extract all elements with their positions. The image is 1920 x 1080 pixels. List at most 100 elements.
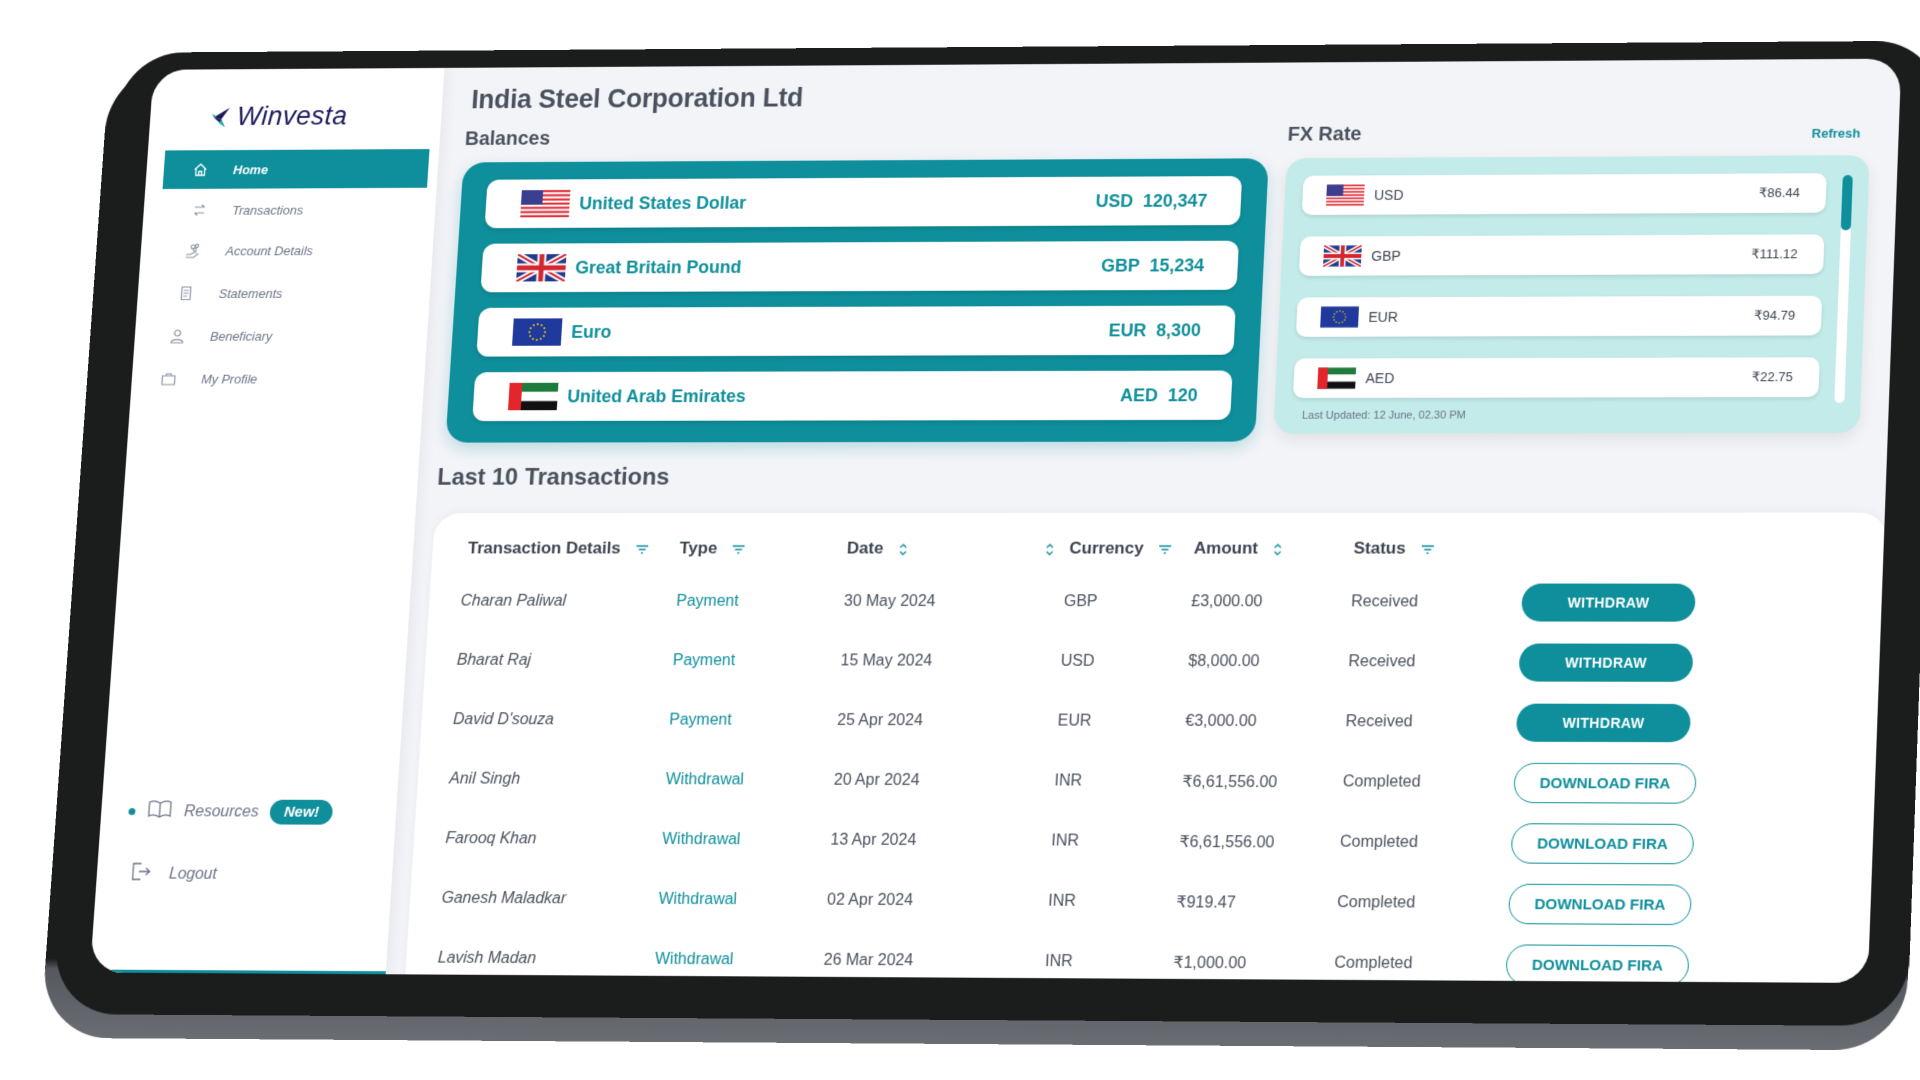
cell-date: 26 Mar 2024 (822, 931, 1025, 983)
sidebar-item-account-details[interactable]: Account Details (140, 230, 434, 270)
download-fira-button[interactable]: DOWNLOAD FIRA (1505, 944, 1689, 983)
cell-currency: INR (1021, 932, 1174, 983)
cell-type: Payment (675, 572, 846, 631)
sidebar-nav: Home Transactions Account Details (130, 149, 439, 400)
cell-amount: ₹1,000.00 (1172, 933, 1336, 983)
balance-row-eur[interactable]: Euro EUR 8,300 (476, 306, 1235, 357)
cell-type: Withdrawal (660, 810, 832, 871)
fx-scrollbar[interactable] (1834, 175, 1853, 403)
withdraw-button[interactable]: WITHDRAW (1521, 584, 1696, 622)
cell-date: 20 Apr 2024 (832, 751, 1034, 812)
col-status[interactable]: Status (1353, 527, 1526, 573)
briefcase-icon (160, 371, 177, 387)
fx-rate-section: FX Rate Refresh USD ₹8 (1273, 121, 1871, 442)
cell-type: Withdrawal (664, 750, 836, 810)
eu-flag-icon (512, 318, 562, 345)
eu-flag-icon (1320, 306, 1359, 328)
logout-button[interactable]: Logout (129, 862, 329, 888)
sidebar-item-my-profile[interactable]: My Profile (130, 359, 425, 399)
cell-amount: €3,000.00 (1184, 692, 1347, 752)
fx-title: FX Rate (1287, 124, 1362, 147)
sort-icon[interactable] (897, 542, 908, 556)
col-amount[interactable]: Amount (1193, 527, 1355, 573)
balance-currency-name: Great Britain Pound (575, 255, 1102, 277)
sort-icon[interactable] (1044, 542, 1055, 556)
fx-currency: AED (1365, 369, 1752, 386)
fx-rate-value: ₹22.75 (1751, 369, 1793, 385)
transactions-table: Transaction Details Type Date (426, 527, 1856, 983)
new-badge: New! (270, 800, 334, 825)
cell-currency: EUR (1034, 692, 1187, 752)
home-icon (192, 162, 208, 178)
brand-logo[interactable]: Winvesta (209, 101, 349, 132)
download-fira-button[interactable]: DOWNLOAD FIRA (1510, 823, 1694, 864)
withdraw-button[interactable]: WITHDRAW (1518, 643, 1693, 681)
filter-icon[interactable] (635, 544, 649, 554)
cell-date: 15 May 2024 (839, 632, 1041, 692)
refresh-link[interactable]: Refresh (1812, 126, 1861, 141)
sidebar-item-statements[interactable]: Statements (137, 273, 432, 313)
col-currency[interactable]: Currency (1044, 527, 1195, 573)
brand-name: Winvesta (236, 101, 349, 132)
fx-scrollbar-thumb[interactable] (1841, 175, 1853, 230)
col-date[interactable]: Date (846, 527, 1046, 573)
uae-flag-icon (508, 383, 558, 410)
cell-amount: ₹6,61,556.00 (1178, 812, 1342, 873)
table-row: Lavish Madan Withdrawal 26 Mar 2024 INR … (426, 929, 1841, 983)
cell-status: Received (1350, 572, 1523, 632)
summary-row: Balances United States Dollar USD 120,347 (445, 121, 1870, 443)
cell-amount: ₹6,61,556.00 (1181, 752, 1344, 813)
fx-rate-card: USD ₹86.44 (1273, 155, 1869, 433)
col-type[interactable]: Type (678, 527, 848, 572)
cell-status: Completed (1341, 752, 1515, 813)
sidebar-item-home[interactable]: Home (163, 149, 430, 189)
uae-flag-icon (1317, 367, 1356, 389)
balances-section: Balances United States Dollar USD 120,347 (445, 124, 1270, 443)
fx-header: FX Rate Refresh (1287, 121, 1871, 147)
balance-amount: EUR 8,300 (1108, 320, 1201, 341)
withdraw-button[interactable]: WITHDRAW (1516, 704, 1691, 743)
cell-status: Completed (1336, 873, 1510, 934)
fx-currency: GBP (1371, 247, 1752, 264)
app-screen: Winvesta Home Transactions (90, 59, 1901, 983)
balances-title: Balances (464, 124, 1270, 151)
fx-row-usd: USD ₹86.44 (1302, 173, 1827, 215)
uk-flag-icon (1323, 245, 1362, 267)
sidebar-item-beneficiary[interactable]: Beneficiary (134, 316, 429, 356)
cell-type: Withdrawal (653, 930, 825, 983)
logout-icon (129, 862, 152, 887)
balance-row-usd[interactable]: United States Dollar USD 120,347 (485, 176, 1243, 228)
cell-date: 25 Apr 2024 (836, 691, 1038, 751)
table-row: Bharat Raj Payment 15 May 2024 USD $8,00… (445, 631, 1852, 693)
cell-name: Ganesh Maladkar (430, 869, 660, 930)
sidebar: Winvesta Home Transactions (90, 68, 445, 974)
download-fira-button[interactable]: DOWNLOAD FIRA (1508, 884, 1692, 925)
sidebar-item-resources[interactable]: Resources New! (128, 799, 334, 825)
cell-name: Bharat Raj (445, 631, 674, 691)
col-transaction-details[interactable]: Transaction Details (453, 527, 681, 572)
uk-flag-icon (516, 254, 566, 281)
filter-icon[interactable] (1420, 544, 1434, 554)
table-header-row: Transaction Details Type Date (453, 527, 1856, 573)
table-row: Ganesh Maladkar Withdrawal 02 Apr 2024 I… (430, 869, 1843, 936)
sort-icon[interactable] (1272, 542, 1283, 556)
document-icon (178, 286, 195, 302)
balance-currency-name: United States Dollar (579, 191, 1096, 214)
fx-rate-value: ₹111.12 (1751, 246, 1798, 262)
col-action (1523, 527, 1856, 573)
cell-currency: INR (1025, 871, 1178, 932)
balance-row-aed[interactable]: United Arab Emirates AED 120 (472, 371, 1232, 422)
cell-amount: $8,000.00 (1187, 632, 1350, 692)
cell-date: 13 Apr 2024 (829, 811, 1031, 872)
cell-date: 30 May 2024 (842, 572, 1043, 632)
sidebar-item-transactions[interactable]: Transactions (142, 190, 436, 230)
download-fira-button[interactable]: DOWNLOAD FIRA (1513, 763, 1697, 804)
resources-label: Resources (183, 803, 259, 821)
balance-row-gbp[interactable]: Great Britain Pound GBP 15,234 (480, 241, 1239, 293)
filter-icon[interactable] (731, 544, 745, 554)
fx-rate-value: ₹86.44 (1759, 185, 1801, 201)
winvesta-bird-icon (209, 105, 232, 128)
balance-amount: USD 120,347 (1095, 190, 1208, 211)
balance-currency-name: United Arab Emirates (567, 385, 1121, 407)
filter-icon[interactable] (1158, 544, 1172, 554)
